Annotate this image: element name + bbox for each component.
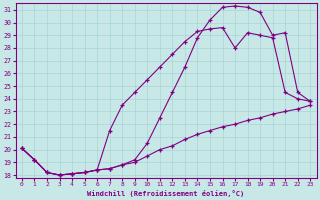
X-axis label: Windchill (Refroidissement éolien,°C): Windchill (Refroidissement éolien,°C) — [87, 190, 245, 197]
